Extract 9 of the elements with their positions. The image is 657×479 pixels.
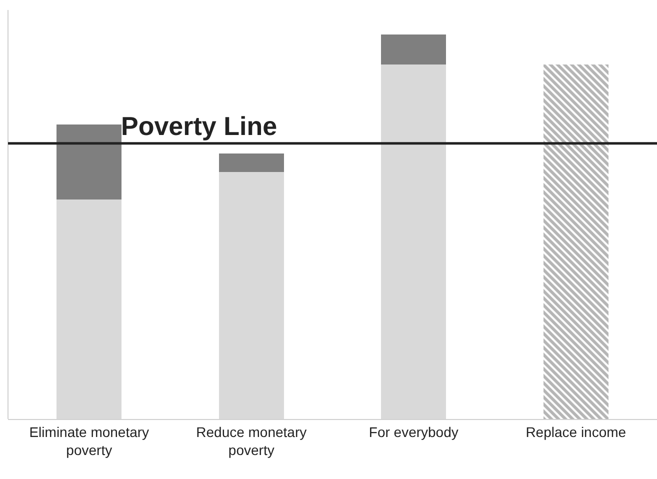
x-tick-label: Replace income <box>526 424 626 440</box>
x-tick-label: Eliminate monetary poverty <box>29 424 150 458</box>
bar <box>543 64 608 419</box>
ref-line-label: Poverty Line <box>121 111 278 141</box>
bar <box>56 124 122 200</box>
bar <box>381 34 446 65</box>
x-tick-label: For everybody <box>368 424 458 440</box>
bar <box>218 153 284 172</box>
x-tick-label: Reduce monetary poverty <box>196 424 307 458</box>
